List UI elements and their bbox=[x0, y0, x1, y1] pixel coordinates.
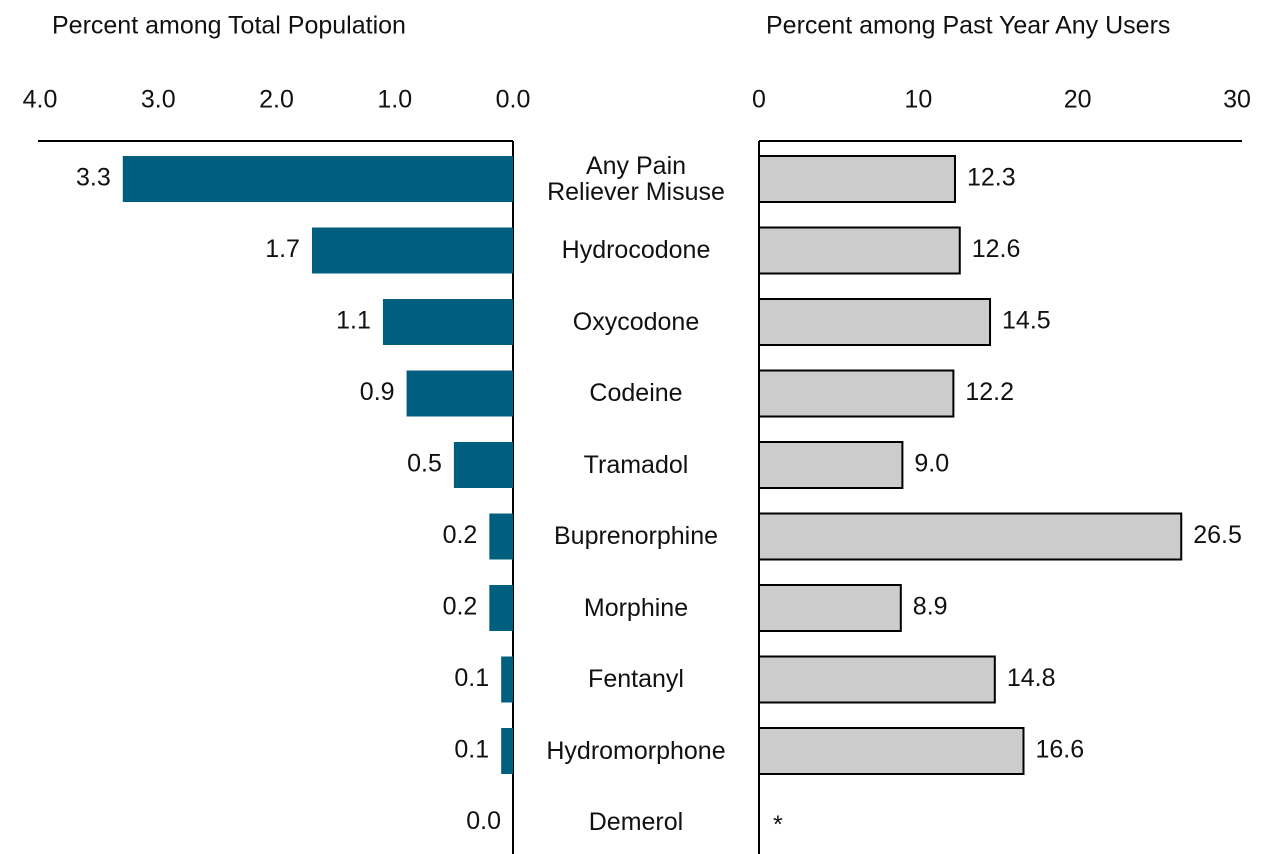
category-label: Codeine bbox=[589, 379, 683, 408]
category-label: Fentanyl bbox=[588, 665, 684, 694]
category-label: Oxycodone bbox=[572, 307, 700, 336]
bar bbox=[758, 441, 904, 489]
category-label: Hydromorphone bbox=[546, 736, 726, 765]
value-label: 14.8 bbox=[1007, 664, 1056, 692]
category-label-box: Buprenorphine bbox=[553, 522, 718, 551]
bar bbox=[758, 655, 996, 704]
value-label: 8.9 bbox=[913, 593, 948, 621]
value-label: 26.5 bbox=[1193, 521, 1242, 549]
category-label-box: Demerol bbox=[588, 808, 684, 837]
value-label: 3.3 bbox=[76, 164, 111, 192]
value-label: 1.7 bbox=[265, 235, 300, 263]
category-label: Morphine bbox=[583, 593, 689, 622]
x-tick-label: 0 bbox=[752, 86, 766, 114]
bar bbox=[758, 369, 955, 418]
x-tick-label: 20 bbox=[1064, 86, 1092, 114]
bar bbox=[758, 584, 902, 632]
category-label: Demerol bbox=[588, 808, 684, 837]
value-label: 12.3 bbox=[967, 164, 1016, 192]
x-tick-label: 2.0 bbox=[259, 86, 294, 114]
bar bbox=[406, 370, 513, 417]
value-label: 1.1 bbox=[336, 307, 371, 335]
bar bbox=[382, 299, 513, 345]
x-tick-label: 10 bbox=[904, 86, 932, 114]
category-label: Tramadol bbox=[583, 450, 689, 479]
bar bbox=[489, 513, 513, 560]
bar bbox=[758, 155, 956, 203]
category-label-box: Hydromorphone bbox=[546, 736, 726, 765]
bar bbox=[758, 226, 961, 275]
value-label: 0.9 bbox=[360, 378, 395, 406]
value-label: 0.0 bbox=[466, 807, 501, 835]
bar bbox=[501, 656, 513, 703]
value-label: 0.5 bbox=[407, 450, 442, 478]
bar bbox=[489, 585, 513, 631]
category-label-box: Hydrocodone bbox=[561, 236, 711, 265]
category-label-box: Oxycodone bbox=[572, 307, 700, 336]
x-tick-label: 4.0 bbox=[23, 86, 58, 114]
bar bbox=[501, 728, 513, 774]
category-label-box: Tramadol bbox=[583, 450, 689, 479]
bar bbox=[122, 156, 514, 202]
category-label: Hydrocodone bbox=[561, 236, 711, 265]
category-label-box: Codeine bbox=[589, 379, 683, 408]
bar bbox=[758, 512, 1183, 561]
value-label: 9.0 bbox=[914, 450, 949, 478]
bar bbox=[311, 227, 513, 274]
bar bbox=[758, 298, 992, 346]
bar bbox=[758, 727, 1025, 775]
left-title: Percent among Total Population bbox=[52, 12, 406, 40]
bar bbox=[453, 442, 513, 488]
value-label: 0.1 bbox=[454, 736, 489, 764]
value-label: 0.2 bbox=[443, 521, 478, 549]
right-title: Percent among Past Year Any Users bbox=[766, 12, 1170, 40]
category-label-box: Any Pain Reliever Misuse bbox=[547, 151, 725, 206]
category-label: Any Pain Reliever Misuse bbox=[547, 151, 725, 206]
category-label-box: Morphine bbox=[583, 593, 689, 622]
value-label: 12.2 bbox=[965, 378, 1014, 406]
value-label: 0.2 bbox=[443, 593, 478, 621]
value-label: 16.6 bbox=[1035, 736, 1084, 764]
x-tick-label: 0.0 bbox=[496, 86, 531, 114]
value-label: 0.1 bbox=[454, 664, 489, 692]
value-label: 14.5 bbox=[1002, 307, 1051, 335]
value-label: 12.6 bbox=[972, 235, 1021, 263]
x-tick-label: 3.0 bbox=[141, 86, 176, 114]
category-label: Buprenorphine bbox=[553, 522, 718, 551]
x-tick-label: 30 bbox=[1223, 86, 1251, 114]
x-tick-label: 1.0 bbox=[377, 86, 412, 114]
category-label-box: Fentanyl bbox=[588, 665, 684, 694]
value-label: * bbox=[773, 811, 783, 839]
